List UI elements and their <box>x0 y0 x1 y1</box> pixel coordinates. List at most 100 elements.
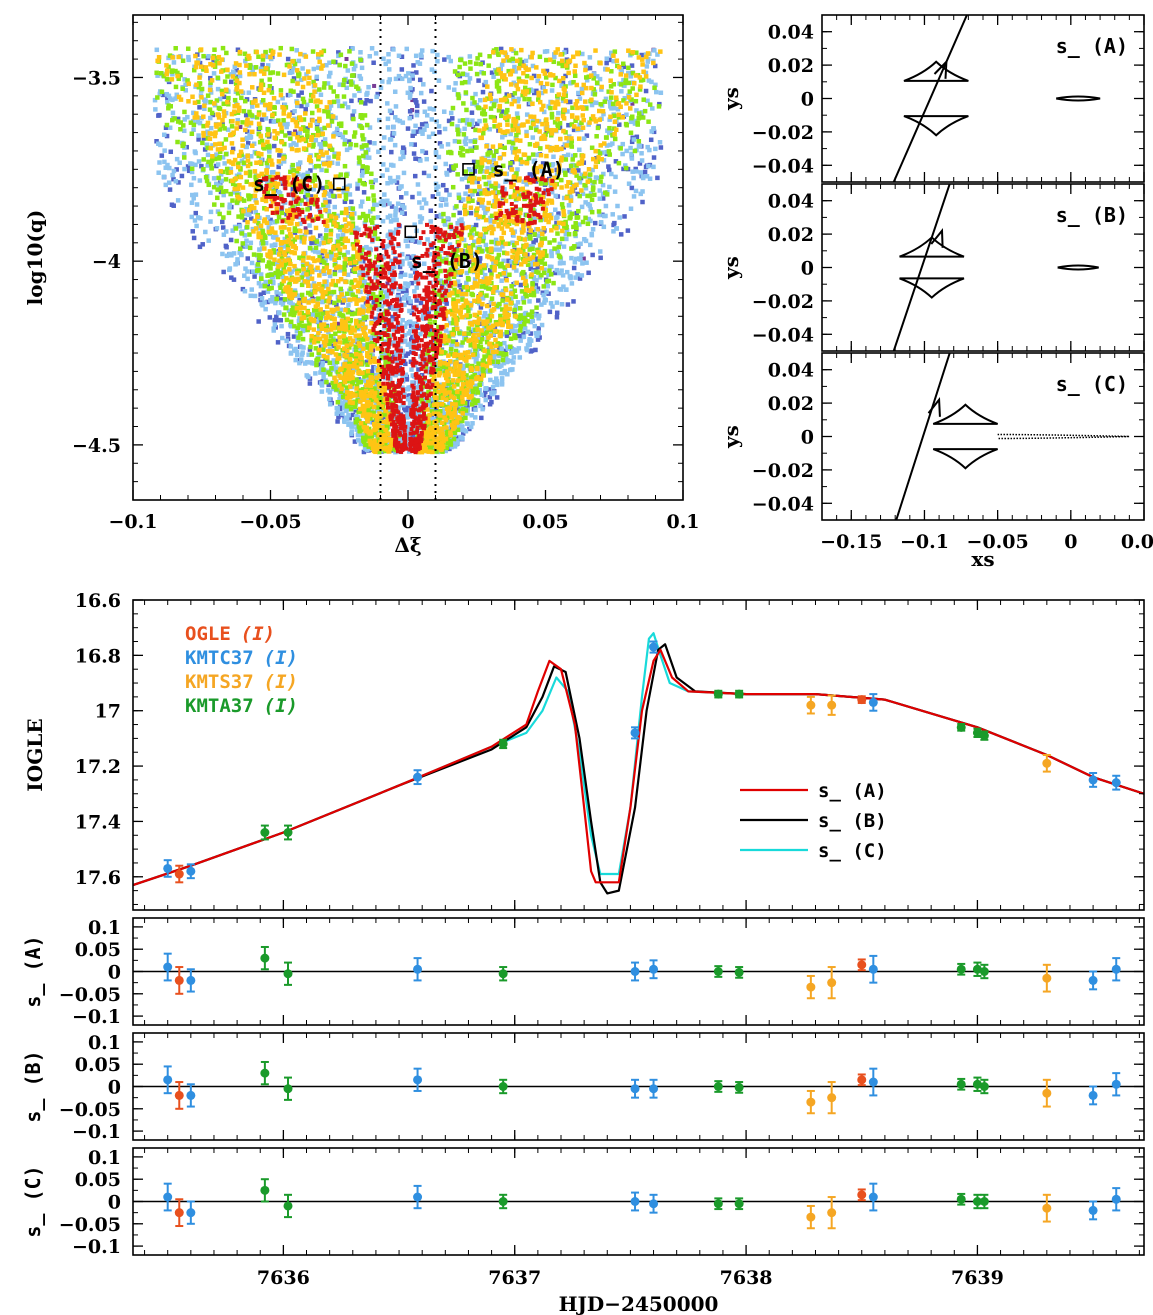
density-point <box>360 387 366 392</box>
density-point <box>518 207 523 213</box>
density-point <box>270 70 276 75</box>
density-point <box>656 104 662 109</box>
density-point <box>308 194 314 199</box>
density-point <box>223 229 229 234</box>
density-point <box>320 236 325 241</box>
density-point <box>541 229 546 234</box>
density-point <box>322 137 328 142</box>
density-point <box>310 49 316 54</box>
density-point <box>637 161 643 166</box>
density-point <box>418 219 423 225</box>
density-point <box>349 82 354 87</box>
density-point <box>431 338 436 343</box>
density-point <box>481 174 487 180</box>
density-point <box>369 220 375 225</box>
density-point <box>613 159 619 164</box>
density-point <box>262 283 268 289</box>
density-point <box>345 378 350 384</box>
density-point <box>366 407 371 412</box>
density-point <box>506 208 512 214</box>
density-point <box>654 89 659 95</box>
density-point <box>626 70 631 76</box>
density-point <box>459 80 465 86</box>
density-point <box>559 83 564 88</box>
density-point <box>474 357 479 363</box>
density-point <box>524 294 529 299</box>
density-point <box>485 165 490 171</box>
density-point <box>417 240 422 245</box>
density-point <box>348 142 353 147</box>
density-point <box>412 173 418 179</box>
density-point <box>344 85 350 91</box>
density-point <box>305 198 311 204</box>
density-point <box>349 73 355 78</box>
density-point <box>597 196 603 201</box>
density-point <box>628 74 634 79</box>
density-point <box>298 77 304 83</box>
density-point <box>504 110 509 115</box>
density-point <box>267 174 273 180</box>
density-point <box>500 163 506 169</box>
density-point <box>387 175 393 181</box>
density-point <box>284 124 289 130</box>
density-point <box>267 77 273 82</box>
density-point <box>444 445 449 451</box>
density-point <box>216 105 222 111</box>
density-point <box>436 124 442 129</box>
density-point <box>191 196 196 201</box>
density-point <box>534 124 539 130</box>
density-point <box>533 127 539 133</box>
density-point <box>436 154 442 160</box>
density-point <box>295 303 300 308</box>
density-point <box>535 78 540 84</box>
density-point <box>360 269 366 275</box>
density-point <box>205 93 211 98</box>
density-point <box>243 211 248 216</box>
density-point <box>465 363 470 368</box>
density-point <box>376 117 382 123</box>
density-point <box>219 178 225 184</box>
density-point <box>372 386 377 391</box>
density-point <box>336 328 342 334</box>
density-point <box>590 252 595 258</box>
density-point <box>438 278 444 284</box>
density-point <box>272 322 278 327</box>
density-point <box>340 232 346 238</box>
density-point <box>395 175 401 180</box>
density-point <box>597 212 602 218</box>
density-point <box>430 194 436 199</box>
density-point <box>625 228 631 233</box>
density-point <box>328 338 333 344</box>
density-point <box>636 143 642 149</box>
density-point <box>493 376 499 381</box>
density-point <box>247 109 252 115</box>
density-point <box>559 177 564 183</box>
density-point <box>583 200 588 205</box>
density-point <box>226 95 231 101</box>
density-point <box>414 385 419 390</box>
density-point <box>455 72 461 78</box>
density-point <box>349 98 354 104</box>
density-point <box>230 146 236 152</box>
density-point <box>514 268 519 273</box>
density-point <box>195 215 201 220</box>
density-point <box>326 370 331 375</box>
density-point <box>591 76 596 81</box>
density-point <box>270 279 276 285</box>
density-point <box>593 100 599 106</box>
density-point <box>589 145 595 151</box>
density-point <box>610 212 615 217</box>
density-point <box>311 66 316 72</box>
density-point <box>475 400 481 406</box>
density-point <box>327 360 333 366</box>
density-point <box>511 233 516 238</box>
density-point <box>375 264 381 270</box>
density-point <box>306 352 311 357</box>
density-point <box>479 336 485 342</box>
density-point <box>374 94 379 100</box>
density-point <box>166 55 171 61</box>
density-point <box>220 251 225 257</box>
density-point <box>269 272 275 277</box>
density-point <box>178 126 183 132</box>
density-point <box>434 449 439 454</box>
